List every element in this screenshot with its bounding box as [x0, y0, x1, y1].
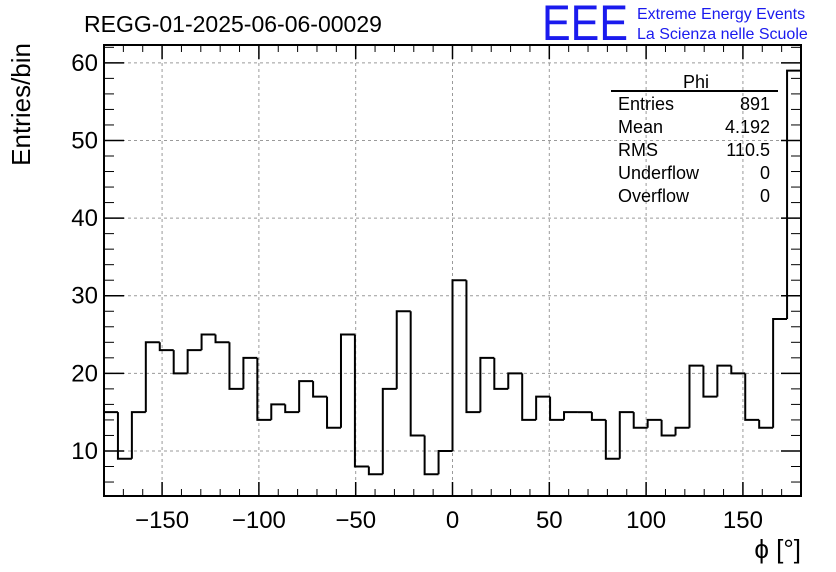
stats-row-label: Mean [618, 117, 663, 137]
stats-row-label: Entries [618, 94, 674, 114]
histogram-bin [521, 373, 537, 421]
histogram-bin [326, 396, 341, 429]
histogram-bin [298, 380, 314, 413]
histogram-bin [772, 318, 788, 428]
chart-title: REGG-01-2025-06-06-00029 [84, 11, 382, 37]
axis-ticks [104, 45, 801, 496]
histogram-bin [339, 333, 355, 428]
histogram-bin [423, 435, 439, 476]
histogram-bin [228, 342, 244, 390]
eee-logo: EEE Extreme Energy Events La Scienza nel… [542, 0, 808, 51]
x-tick-label: −50 [335, 507, 376, 534]
histogram-bin [270, 403, 286, 420]
histogram-bin [186, 349, 202, 374]
histogram-bin [144, 341, 160, 413]
stats-title: Phi [683, 72, 709, 92]
stats-row-value: 110.5 [726, 140, 770, 160]
histogram-bin [465, 280, 481, 414]
histogram-bin [200, 333, 216, 351]
tick-labels: −150 −100 −50 0 50 100 150 10 20 30 40 50 60 [71, 50, 763, 534]
histogram-bin [786, 69, 801, 320]
logo-line-1: Extreme Energy Events [637, 6, 805, 23]
histogram-bin [312, 381, 328, 398]
histogram-bin [284, 404, 300, 414]
histogram-bin [716, 364, 732, 397]
y-axis-title: Entries/bin [6, 43, 36, 166]
histogram-bin [451, 279, 467, 451]
histogram-bin [158, 342, 174, 352]
histogram-bin [479, 356, 495, 413]
histogram-bin [688, 364, 704, 428]
logo-mark: EEE [542, 0, 628, 51]
stats-row-value: 0 [760, 186, 770, 206]
histogram-bin [618, 411, 634, 459]
histogram-bin [395, 310, 411, 389]
y-tick-label: 60 [71, 50, 98, 77]
histogram-bin [604, 419, 620, 460]
histogram-bin [590, 412, 606, 421]
stats-box: Phi Entries 891 Mean 4.192 RMS 110.5 Underflow… [611, 72, 778, 206]
histogram-series [103, 69, 802, 496]
stats-row-value: 0 [760, 163, 770, 183]
histogram-bin [130, 411, 146, 459]
histogram-bin [702, 365, 718, 398]
histogram-bin [103, 411, 118, 496]
histogram-bin [493, 357, 509, 390]
x-tick-label: −150 [135, 507, 189, 534]
stats-row-value: 891 [740, 94, 770, 114]
histogram-bin [116, 412, 132, 460]
histogram-bin [367, 466, 383, 476]
stats-row-label: Underflow [618, 163, 700, 183]
x-tick-label: 50 [536, 507, 563, 534]
histogram-bin [409, 311, 425, 437]
histogram-bin [437, 449, 453, 475]
histogram-bin [744, 373, 760, 421]
histogram-bin [381, 387, 397, 475]
logo-line-2: La Scienza nelle Scuole [637, 26, 808, 43]
histogram-bin [507, 372, 523, 389]
histogram-bin [758, 419, 774, 429]
histogram-bin [674, 426, 690, 436]
x-tick-label: −100 [232, 507, 286, 534]
y-tick-label: 50 [71, 127, 98, 154]
histogram-bin [353, 334, 369, 468]
y-tick-label: 40 [71, 205, 98, 232]
x-tick-label: 100 [626, 507, 666, 534]
stats-row-label: RMS [618, 140, 658, 160]
histogram-bin [549, 396, 565, 421]
histogram-bin [730, 365, 746, 375]
histogram-bin [242, 356, 258, 389]
stats-row-value: 4.192 [725, 117, 770, 137]
x-axis-title: ϕ [°] [754, 534, 801, 564]
y-tick-label: 30 [71, 283, 98, 310]
stats-row-label: Overflow [618, 186, 690, 206]
x-tick-label: 0 [446, 507, 459, 534]
histogram-bin [256, 357, 272, 421]
histogram-bin [535, 395, 551, 420]
y-tick-label: 20 [71, 360, 98, 387]
histogram-bin [660, 419, 676, 437]
histogram-bin [563, 411, 578, 420]
y-tick-label: 10 [71, 438, 98, 465]
histogram-bin [172, 350, 188, 375]
x-tick-label: 150 [723, 507, 763, 534]
histogram-bin [646, 418, 662, 428]
histogram-bin [632, 412, 648, 429]
histogram-bin [214, 334, 230, 344]
